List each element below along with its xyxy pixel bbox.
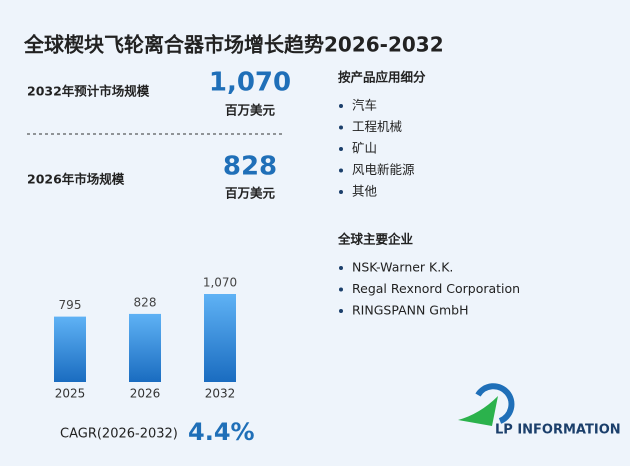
value-label: 828 (134, 295, 157, 309)
bullet (339, 168, 343, 173)
list-item: 汽车 (352, 98, 377, 113)
value-label: 1,070 (203, 276, 237, 290)
market-value: 1,070 (209, 68, 291, 98)
bullet (339, 287, 343, 292)
x-tick-label: 2026 (130, 387, 161, 401)
market-unit: 百万美元 (225, 103, 276, 118)
bullet (339, 147, 343, 151)
logo-text: LP INFORMATION (495, 423, 621, 438)
companies-title: 全球主要企业 (337, 232, 414, 247)
bullet (339, 125, 343, 130)
market-label: 2032年预计市场规模 (27, 84, 150, 99)
bar (54, 316, 86, 382)
bar (129, 313, 161, 382)
logo-leaf (458, 396, 498, 426)
logo-arc (475, 383, 515, 424)
logo: LP INFORMATION (458, 383, 621, 438)
x-tick-label: 2025 (55, 387, 86, 401)
cagr-label: CAGR(2026-2032) (60, 427, 178, 442)
title: 全球楔块飞轮离合器市场增长趋势2026-2032 (23, 33, 444, 57)
list-item: 矿山 (352, 141, 377, 156)
market-value: 828 (223, 152, 277, 182)
value-label: 795 (59, 298, 82, 312)
list-item: 其他 (352, 184, 378, 199)
bar (204, 294, 236, 382)
bullet (339, 266, 343, 270)
list-item: 风电新能源 (352, 162, 415, 177)
x-tick-label: 2032 (205, 387, 236, 401)
segments-title: 按产品应用细分 (338, 70, 426, 85)
bullet (339, 190, 343, 194)
list-item: Regal Rexnord Corporation (352, 281, 520, 296)
market-label: 2026年市场规模 (27, 172, 125, 187)
bar-chart: 795 2025 828 2026 1,070 2032 (54, 276, 237, 401)
bullet (339, 104, 343, 108)
list-item: 工程机械 (352, 119, 403, 134)
cagr-value: 4.4% (188, 418, 255, 446)
bullet (339, 309, 343, 313)
companies-list: NSK-Warner K.K. Regal Rexnord Corporation… (339, 260, 520, 318)
market-unit: 百万美元 (225, 186, 276, 201)
list-item: RINGSPANN GmbH (352, 303, 469, 318)
list-item: NSK-Warner K.K. (352, 260, 453, 275)
